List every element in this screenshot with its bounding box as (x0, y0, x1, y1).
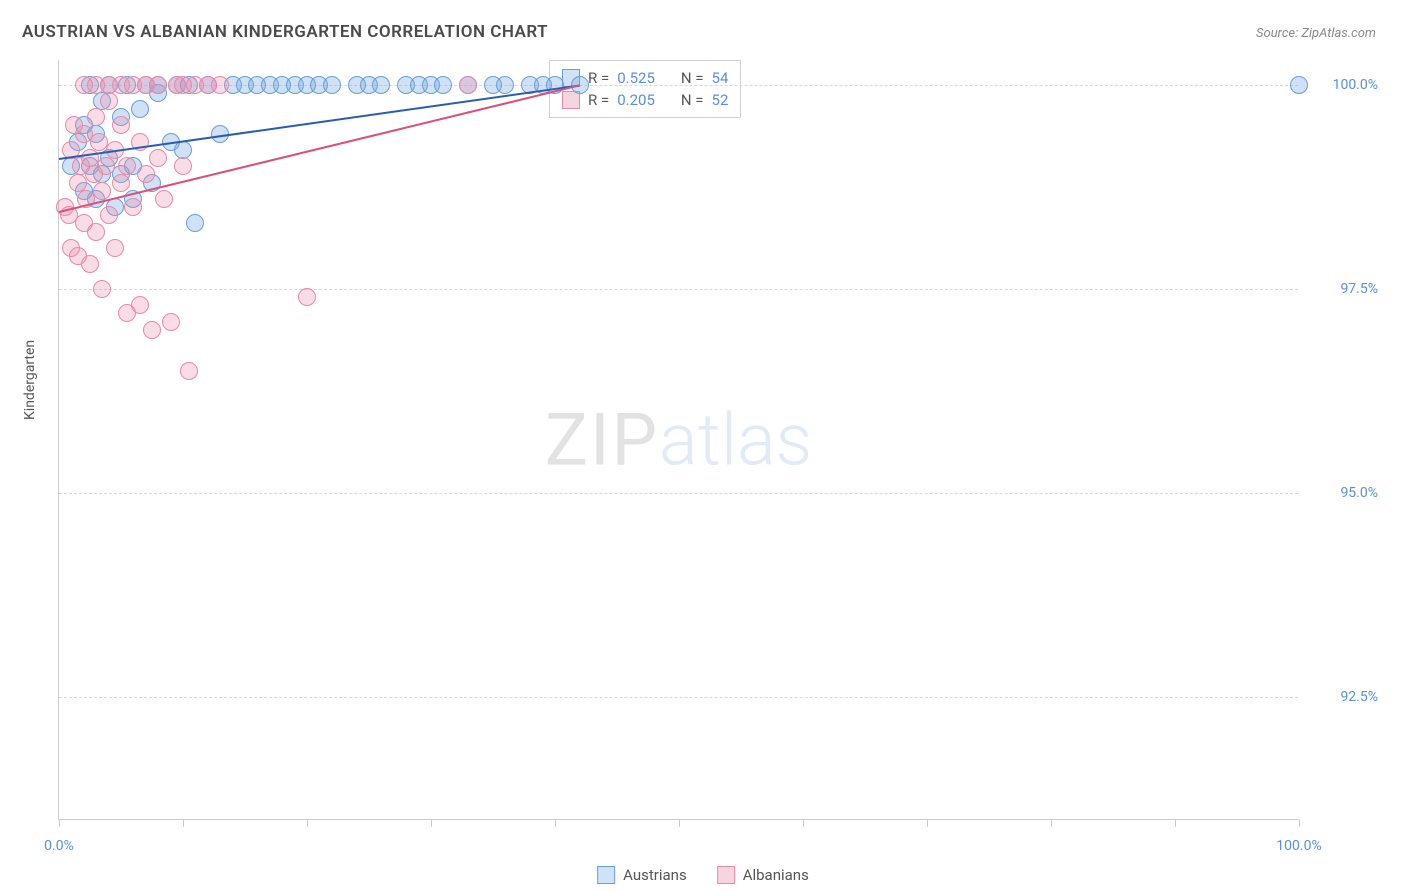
x-tick (555, 819, 556, 827)
legend-swatch (562, 91, 580, 109)
scatter-point (174, 157, 192, 175)
y-tick-label: 95.0% (1308, 485, 1378, 501)
legend-series-label: Austrians (623, 866, 687, 884)
x-tick-label: 100.0% (1276, 838, 1321, 854)
stats-legend-row: R = 0.205 N = 52 (562, 89, 728, 111)
scatter-point (323, 76, 341, 94)
grid-line (59, 697, 1298, 698)
x-tick (679, 819, 680, 827)
legend-series-label: Albanians (743, 866, 809, 884)
scatter-point (211, 76, 229, 94)
x-tick (1175, 819, 1176, 827)
chart-title: AUSTRIAN VS ALBANIAN KINDERGARTEN CORREL… (22, 22, 548, 42)
y-tick-label: 100.0% (1308, 77, 1378, 93)
plot-area: ZIPatlas R =0.525N =54R =0.205N =52 92.5… (58, 60, 1298, 820)
x-tick (1299, 819, 1300, 827)
legend-r-label: R = (588, 91, 609, 109)
source-attribution: Source: ZipAtlas.com (1256, 26, 1376, 41)
x-tick (307, 819, 308, 827)
scatter-point (372, 76, 390, 94)
y-axis-label: Kindergarten (22, 340, 38, 420)
legend-swatch (717, 866, 735, 884)
x-tick (59, 819, 60, 827)
scatter-point (112, 174, 130, 192)
scatter-point (100, 206, 118, 224)
y-tick-label: 97.5% (1308, 281, 1378, 297)
scatter-point (149, 149, 167, 167)
x-tick (803, 819, 804, 827)
scatter-point (81, 255, 99, 273)
scatter-point (69, 174, 87, 192)
scatter-point (131, 296, 149, 314)
grid-line (59, 493, 1298, 494)
scatter-point (124, 198, 142, 216)
scatter-point (97, 157, 115, 175)
scatter-point (137, 165, 155, 183)
scatter-point (186, 214, 204, 232)
scatter-point (118, 157, 136, 175)
x-tick (927, 819, 928, 827)
scatter-point (1290, 76, 1308, 94)
scatter-point (434, 76, 452, 94)
bottom-legend-item: Austrians (597, 866, 687, 884)
scatter-point (174, 141, 192, 159)
watermark: ZIPatlas (545, 397, 812, 482)
scatter-point (162, 313, 180, 331)
watermark-zip: ZIP (545, 397, 659, 482)
x-tick (183, 819, 184, 827)
legend-n-value: 52 (712, 91, 729, 109)
scatter-point (87, 108, 105, 126)
scatter-point (112, 116, 130, 134)
scatter-point (180, 362, 198, 380)
grid-line (59, 289, 1298, 290)
scatter-point (87, 223, 105, 241)
x-tick (1051, 819, 1052, 827)
scatter-point (93, 182, 111, 200)
scatter-point (143, 321, 161, 339)
y-tick-label: 92.5% (1308, 689, 1378, 705)
x-tick-label: 0.0% (44, 838, 74, 854)
scatter-point (131, 100, 149, 118)
bottom-legend: Austrians Albanians (597, 866, 809, 884)
legend-n-label: N = (681, 91, 704, 109)
legend-r-value: 0.205 (617, 91, 655, 109)
scatter-point (459, 76, 477, 94)
bottom-legend-item: Albanians (717, 866, 809, 884)
legend-swatch (597, 866, 615, 884)
scatter-point (298, 288, 316, 306)
scatter-point (106, 239, 124, 257)
scatter-point (149, 76, 167, 94)
x-tick (431, 819, 432, 827)
watermark-atlas: atlas (659, 397, 812, 482)
scatter-point (93, 280, 111, 298)
scatter-point (100, 92, 118, 110)
scatter-point (496, 76, 514, 94)
scatter-point (155, 190, 173, 208)
